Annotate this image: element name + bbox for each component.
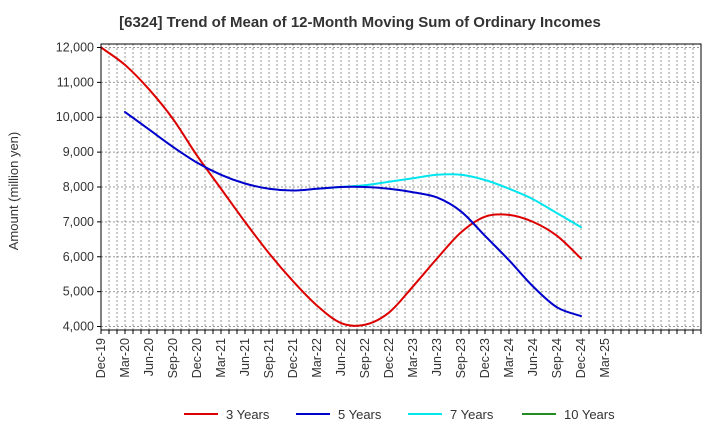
x-tick-label: Mar-23: [406, 338, 420, 378]
x-tick-label: Jun-22: [334, 338, 348, 376]
legend-label: 10 Years: [564, 407, 615, 422]
chart-title: [6324] Trend of Mean of 12-Month Moving …: [119, 14, 601, 31]
x-tick-label: Mar-22: [310, 338, 324, 378]
x-tick-label: Sep-20: [166, 338, 180, 378]
x-tick-label: Sep-24: [550, 338, 564, 378]
x-tick-label: Dec-19: [94, 338, 108, 378]
x-tick-label: Sep-23: [454, 338, 468, 378]
x-tick-label: Dec-23: [478, 338, 492, 378]
x-tick-label: Jun-21: [238, 338, 252, 376]
y-tick-label: 5,000: [63, 285, 94, 299]
legend-label: 3 Years: [226, 407, 270, 422]
series-line-3-years: [100, 46, 582, 327]
x-tick-label: Dec-20: [190, 338, 204, 378]
x-tick-label: Sep-22: [358, 338, 372, 378]
x-tick-label: Jun-23: [430, 338, 444, 376]
y-tick-label: 8,000: [63, 180, 94, 194]
legend: 3 Years 5 Years 7 Years 10 Years: [184, 407, 615, 422]
y-tick-label: 10,000: [56, 110, 94, 124]
x-tick-label: Sep-21: [262, 338, 276, 378]
series-line-5-years: [124, 111, 582, 318]
x-tick-label: Dec-22: [382, 338, 396, 378]
y-tick-label: 4,000: [63, 320, 94, 334]
x-tick-label: Dec-24: [574, 338, 588, 378]
axis-layer: 4,000 5,000 6,000 7,000 8,000 9,000 10,000 11,0…: [56, 40, 702, 378]
grid-layer: [101, 44, 701, 330]
legend-label: 7 Years: [450, 407, 494, 422]
y-tick-label: 11,000: [57, 75, 94, 89]
x-tick-label: Dec-21: [286, 338, 300, 378]
legend-label: 5 Years: [338, 407, 382, 422]
y-tick-label: 12,000: [56, 40, 94, 54]
y-axis-label: Amount (million yen): [6, 132, 21, 251]
x-tick-label: Jun-24: [526, 338, 540, 376]
x-tick-label: Mar-20: [118, 338, 132, 378]
x-tick-label: Jun-20: [142, 338, 156, 376]
y-tick-label: 6,000: [63, 250, 94, 264]
x-tick-label: Mar-24: [502, 338, 516, 378]
series-line-7-years: [316, 173, 582, 229]
y-tick-label: 9,000: [63, 145, 94, 159]
x-tick-label: Mar-21: [214, 338, 228, 378]
y-tick-label: 7,000: [63, 215, 94, 229]
series-layer: [100, 46, 582, 327]
x-tick-label: Mar-25: [598, 338, 612, 378]
